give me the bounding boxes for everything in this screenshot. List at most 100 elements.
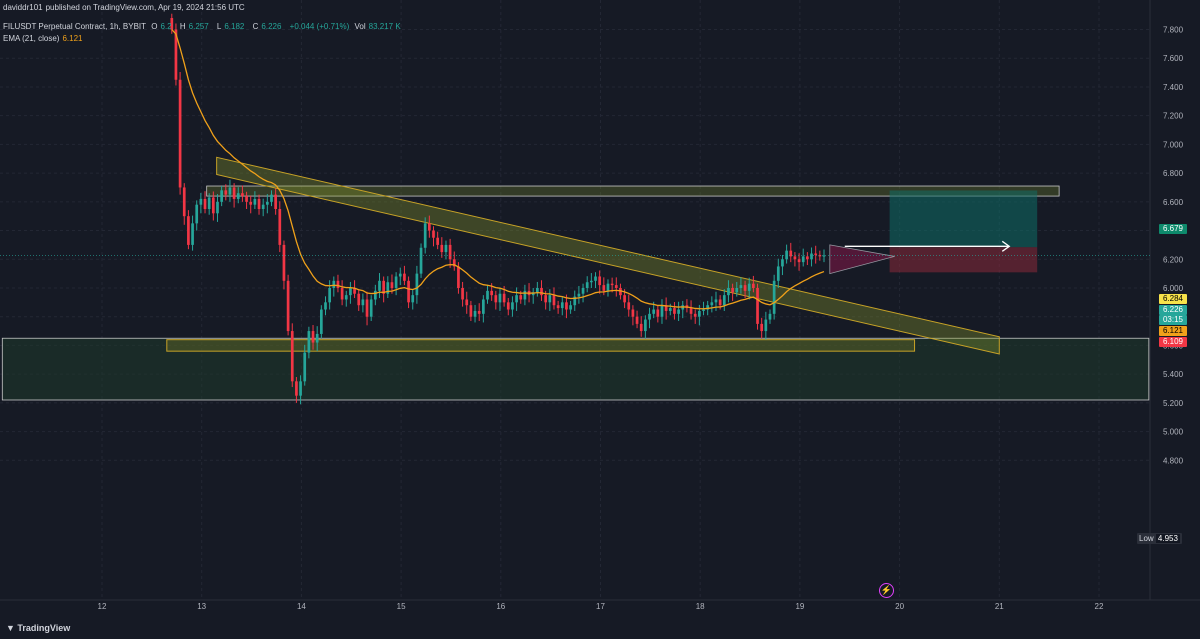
candle-body [569, 305, 572, 310]
low-marker-value: 4.953 [1155, 534, 1180, 543]
low-value: 6.182 [224, 22, 245, 31]
candle-body [361, 299, 365, 306]
candle-body [482, 299, 485, 314]
candle-body [552, 295, 556, 306]
candle-body [668, 308, 672, 311]
candle-body [241, 193, 244, 197]
candle-body [693, 313, 697, 317]
x-tick-label: 17 [596, 602, 605, 611]
candle-body [810, 253, 813, 260]
resistance-zone [206, 185, 1060, 197]
candle-body [249, 201, 253, 205]
x-tick-label: 15 [397, 602, 406, 611]
candle-body [752, 283, 755, 288]
candle-body [378, 280, 381, 291]
candle-body [635, 316, 639, 324]
price-axis-label: 03:15 [1159, 315, 1187, 325]
candle-body [477, 310, 481, 314]
x-tick-label: 21 [995, 602, 1004, 611]
candle-body [536, 287, 539, 293]
candle-body [735, 287, 739, 293]
candle-body [427, 223, 431, 231]
symbol-title[interactable]: FILUSDT Perpetual Contract, 1h, BYBIT [3, 22, 147, 31]
candle-body [710, 302, 714, 306]
candle-body [357, 293, 361, 306]
ema-value: 6.121 [62, 34, 83, 43]
candle-body [398, 273, 402, 277]
lightning-icon[interactable]: ⚡ [879, 583, 894, 598]
tradingview-logo[interactable]: ▼ TradingView [6, 623, 70, 633]
candle-body [756, 287, 759, 324]
candle-body [577, 293, 581, 297]
candle-body [295, 381, 298, 396]
candle-body [452, 259, 456, 267]
candle-body [440, 244, 444, 253]
long-position-stop-zone [889, 247, 1038, 273]
candle-body [722, 295, 726, 306]
candle-body [644, 319, 647, 332]
candle-body [768, 313, 772, 320]
candle-body [494, 295, 498, 303]
candle-body [174, 29, 178, 80]
candle-body [278, 209, 282, 245]
candle-body [257, 198, 261, 209]
candle-body [211, 197, 215, 214]
candle-body [585, 282, 589, 288]
candle-body [349, 287, 352, 296]
candle-body [515, 295, 518, 303]
candle-body [801, 256, 805, 263]
candle-body [265, 201, 269, 205]
x-tick-label: 22 [1095, 602, 1104, 611]
candle-body [411, 295, 415, 303]
candle-body [664, 305, 668, 311]
candle-body [565, 302, 568, 310]
low-label: L [216, 22, 222, 31]
candle-body [648, 313, 651, 320]
candle-body [415, 273, 419, 296]
logo-text: TradingView [17, 623, 71, 633]
candle-body [444, 244, 448, 253]
tv-icon: ▼ [6, 623, 18, 633]
ema-line [171, 29, 825, 310]
publisher-site: published on TradingView.com, Apr 19, 20… [45, 3, 245, 12]
candle-body [178, 79, 182, 188]
candle-body [623, 295, 626, 303]
candle-body [220, 190, 223, 202]
candle-body [170, 18, 174, 30]
candle-body [606, 283, 610, 291]
candle-body [718, 299, 722, 306]
descending-channel [216, 156, 1000, 355]
candle-body [519, 295, 523, 300]
candle-body [311, 331, 315, 343]
candle-body [457, 266, 460, 288]
high-label: H [179, 22, 186, 31]
candle-body [797, 259, 801, 263]
candle-body [714, 299, 718, 303]
y-tick-label: 6.000 [1163, 284, 1184, 293]
candle-body [216, 201, 219, 214]
candle-body [656, 309, 660, 317]
candle-body [469, 305, 473, 317]
candle-body [739, 285, 743, 288]
candle-body [307, 331, 311, 353]
ema-legend[interactable]: EMA (21, close) 6.121 [3, 34, 86, 43]
candle-body [299, 381, 302, 396]
x-tick-label: 14 [297, 602, 306, 611]
candle-body [511, 302, 514, 310]
ema-label: EMA (21, close) [3, 34, 60, 43]
y-tick-label: 6.200 [1163, 255, 1184, 264]
candle-body [324, 302, 327, 310]
y-tick-label: 4.800 [1163, 456, 1184, 465]
candle-body [207, 197, 211, 209]
candle-body [652, 309, 656, 314]
candle-body [785, 250, 788, 260]
price-axis-label: 6.109 [1159, 337, 1187, 347]
x-tick-label: 20 [895, 602, 904, 611]
candle-body [764, 319, 768, 332]
y-tick-label: 6.800 [1163, 169, 1184, 178]
candle-body [498, 293, 502, 303]
high-value: 6.257 [188, 22, 209, 31]
candle-body [544, 295, 548, 303]
arrow-head [1001, 240, 1011, 252]
